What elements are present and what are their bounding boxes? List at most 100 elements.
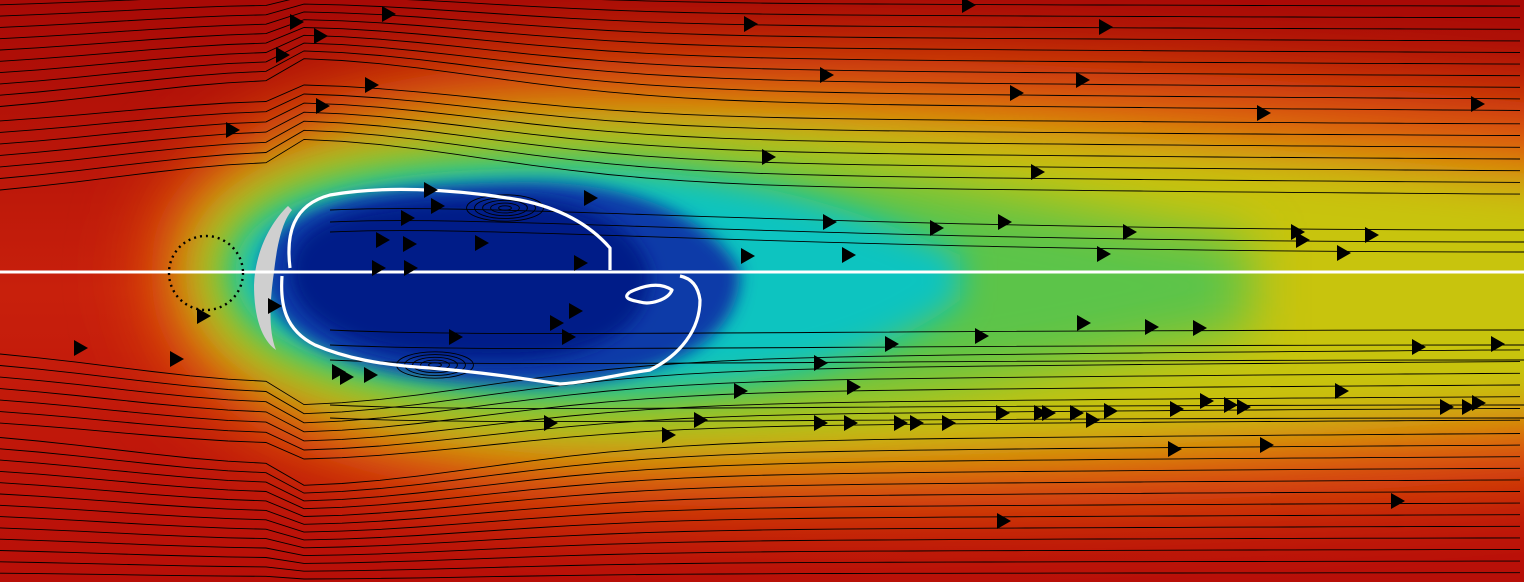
streamline <box>329 344 1524 350</box>
triangle-right-icon <box>1031 164 1045 180</box>
triangle-right-icon <box>962 0 976 13</box>
triangle-right-icon <box>475 235 489 251</box>
streamline <box>0 396 1521 442</box>
triangle-right-icon <box>1296 232 1310 248</box>
streamline <box>0 349 1521 406</box>
triangle-right-icon <box>820 67 834 83</box>
triangle-right-icon <box>741 248 755 264</box>
streamline <box>0 58 1521 111</box>
triangle-right-icon <box>1335 383 1349 399</box>
streamline <box>329 417 1524 423</box>
streamline <box>0 42 1521 88</box>
triangle-right-icon <box>424 182 438 198</box>
triangle-right-icon <box>1491 336 1505 352</box>
vortex-streamline <box>498 205 512 211</box>
triangle-right-icon <box>1042 405 1056 421</box>
triangle-right-icon <box>1257 105 1271 121</box>
triangle-right-icon <box>1168 441 1182 457</box>
streamline <box>0 433 1521 486</box>
streamline <box>0 129 1521 183</box>
triangle-right-icon <box>276 47 290 63</box>
streamline <box>0 361 1521 415</box>
streamline <box>0 19 1521 53</box>
streamline <box>0 34 1521 77</box>
triangle-right-icon <box>910 415 924 431</box>
streamline <box>0 408 1521 451</box>
dotted-circle-icon <box>167 234 245 312</box>
streamline <box>0 120 1521 172</box>
triangle-right-icon <box>1123 224 1137 240</box>
triangle-right-icon <box>1472 395 1486 411</box>
streamline <box>0 84 1521 125</box>
streamline <box>0 3 1521 30</box>
triangle-right-icon <box>997 513 1011 529</box>
triangle-right-icon <box>1291 224 1305 240</box>
triangle-right-icon <box>364 367 378 383</box>
triangle-right-icon <box>1010 85 1024 101</box>
streamline <box>0 372 1521 424</box>
triangle-right-icon <box>314 28 328 44</box>
triangle-right-icon <box>1471 96 1485 112</box>
triangle-right-icon <box>569 303 583 319</box>
streamline <box>0 11 1521 42</box>
wake-field <box>150 57 1524 509</box>
triangle-right-icon <box>998 214 1012 230</box>
vortex-streamline <box>466 194 544 222</box>
triangle-right-icon <box>403 236 417 252</box>
streamline <box>0 537 1521 557</box>
triangle-right-icon <box>1260 437 1274 453</box>
triangle-right-icon <box>823 214 837 230</box>
streamline <box>329 329 1524 335</box>
triangle-right-icon <box>431 198 445 214</box>
vortex-streamline <box>482 199 528 217</box>
triangle-right-icon <box>365 77 379 93</box>
triangle-right-icon <box>842 247 856 263</box>
triangle-right-icon <box>1440 399 1454 415</box>
triangle-right-icon <box>372 260 386 276</box>
streamline <box>0 549 1521 564</box>
streamline <box>0 0 1521 7</box>
streamline <box>0 50 1521 100</box>
triangle-right-icon <box>762 149 776 165</box>
streamline <box>0 525 1521 549</box>
triangle-right-icon <box>404 260 418 276</box>
streamline <box>0 0 1521 19</box>
triangle-right-icon <box>562 329 576 345</box>
triangle-right-icon <box>376 232 390 248</box>
streamline <box>0 560 1520 572</box>
streamline <box>0 502 1521 533</box>
bluff-body <box>254 206 292 350</box>
triangle-right-icon <box>1462 399 1476 415</box>
triangle-right-icon <box>1034 405 1048 421</box>
triangle-right-icon <box>1412 339 1426 355</box>
vortex-streamline <box>412 356 458 374</box>
triangle-right-icon <box>930 220 944 236</box>
triangle-right-icon <box>290 14 304 30</box>
triangle-right-icon <box>847 379 861 395</box>
streamline <box>0 467 1521 510</box>
streamline <box>0 456 1521 502</box>
triangle-right-icon <box>844 415 858 431</box>
triangle-right-icon <box>1170 401 1184 417</box>
triangle-right-icon <box>1193 320 1207 336</box>
triangle-right-icon <box>1086 412 1100 428</box>
streamline <box>329 208 1524 231</box>
triangle-right-icon <box>544 415 558 431</box>
streamline <box>0 514 1521 541</box>
triangle-right-icon <box>996 405 1010 421</box>
triangle-right-icon <box>694 412 708 428</box>
triangle-right-icon <box>942 415 956 431</box>
streamline <box>329 220 1524 243</box>
triangle-right-icon <box>1337 245 1351 261</box>
triangle-right-icon <box>226 122 240 138</box>
triangle-right-icon <box>316 98 330 114</box>
streamline <box>0 102 1521 148</box>
triangle-right-icon <box>382 6 396 22</box>
triangle-right-icon <box>1099 19 1113 35</box>
streamline <box>0 479 1521 517</box>
triangle-right-icon <box>1391 493 1405 509</box>
triangle-right-icon <box>401 210 415 226</box>
triangle-right-icon <box>1097 246 1111 262</box>
